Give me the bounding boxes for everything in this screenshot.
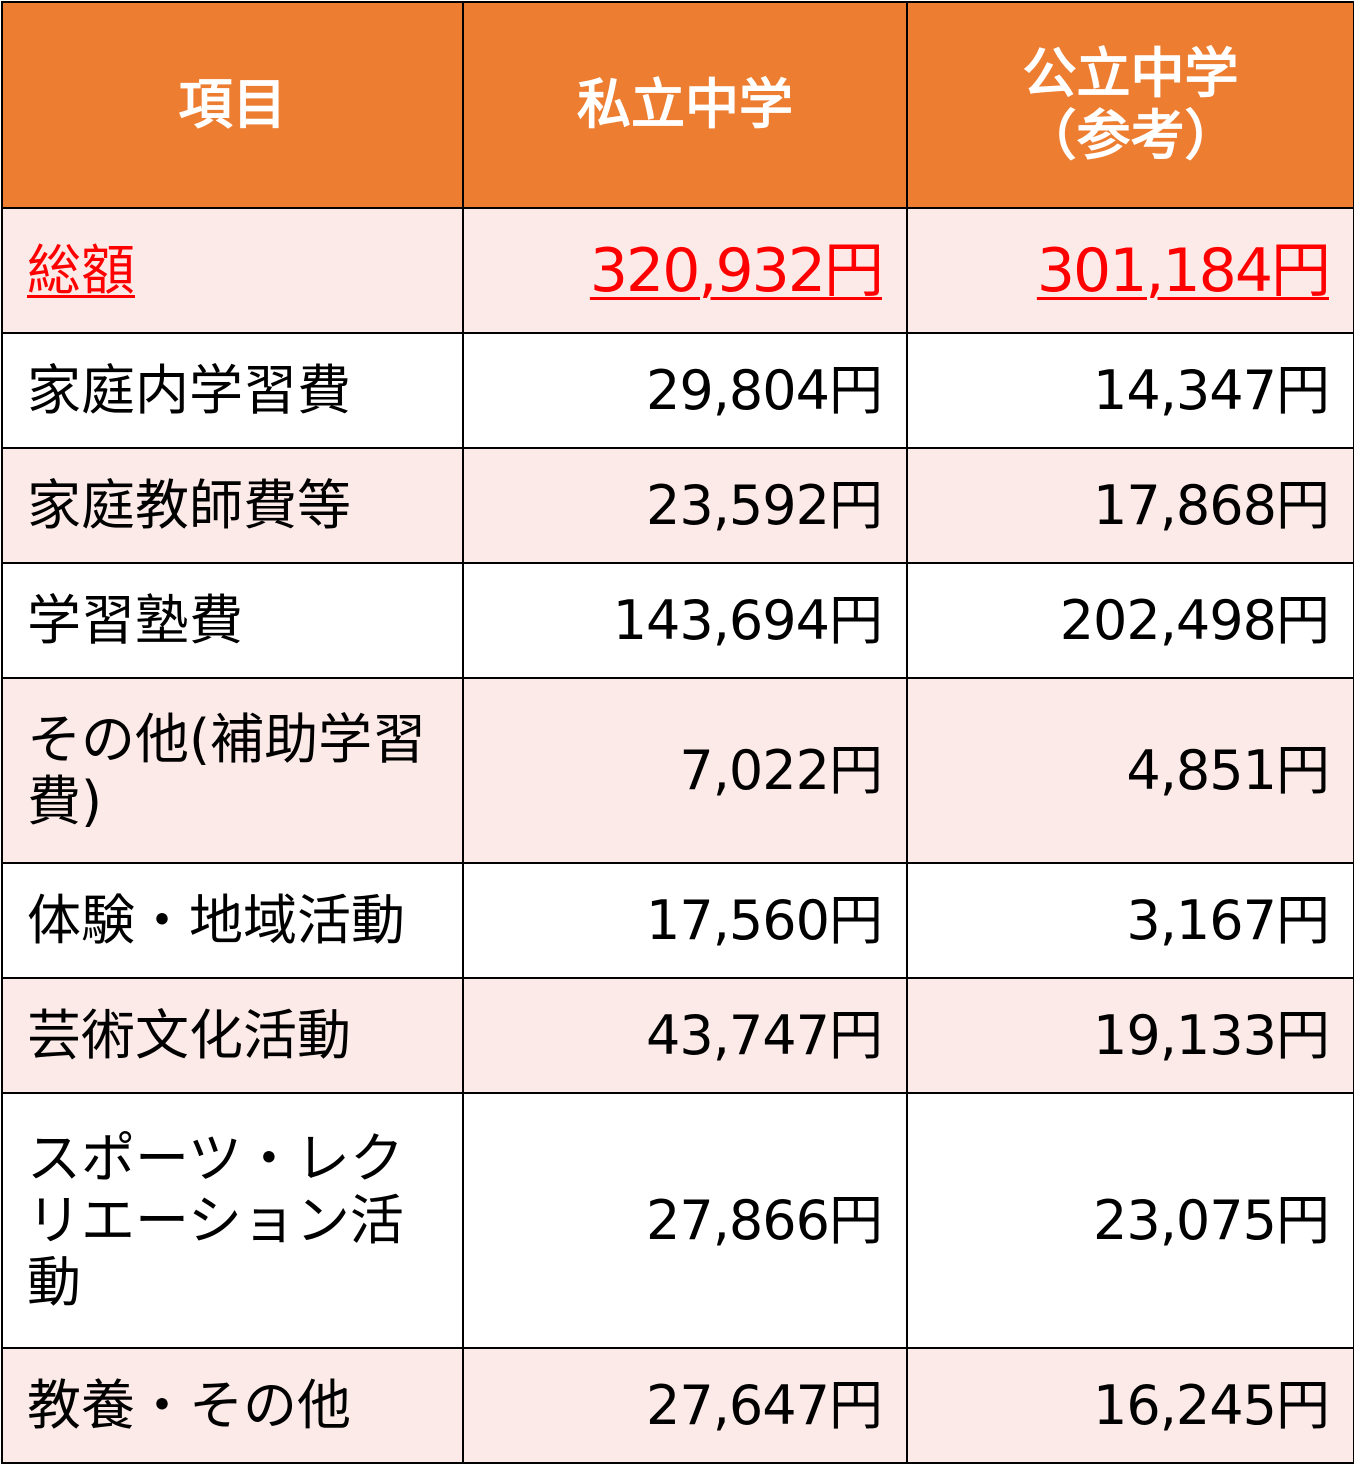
private-value: 27,866円 (462, 1092, 908, 1349)
row-label: 学習塾費 (1, 562, 464, 679)
table-row: 学習塾費 143,694円 202,498円 (1, 562, 1354, 679)
header-public-line2: （参考） (1022, 104, 1239, 167)
row-label: 体験・地域活動 (1, 862, 464, 979)
table-row: 教養・その他 27,647円 16,245円 (1, 1347, 1354, 1464)
public-value: 23,075円 (906, 1092, 1354, 1349)
private-value: 43,747円 (462, 977, 908, 1094)
row-label: 家庭教師費等 (1, 447, 464, 564)
header-item: 項目 (1, 1, 464, 209)
private-value: 143,694円 (462, 562, 908, 679)
row-label: 家庭内学習費 (1, 332, 464, 449)
public-value: 14,347円 (906, 332, 1354, 449)
header-row: 項目 私立中学 公立中学 （参考） (1, 1, 1354, 209)
private-value: 29,804円 (462, 332, 908, 449)
table-row: 体験・地域活動 17,560円 3,167円 (1, 862, 1354, 979)
public-value: 17,868円 (906, 447, 1354, 564)
row-label: その他(補助学習費) (1, 677, 464, 864)
private-value: 17,560円 (462, 862, 908, 979)
row-label: 芸術文化活動 (1, 977, 464, 1094)
header-public: 公立中学 （参考） (906, 1, 1354, 209)
header-public-line1: 公立中学 (1022, 42, 1239, 105)
table-row: スポーツ・レクリエーション活動 27,866円 23,075円 (1, 1092, 1354, 1349)
table-row: 家庭教師費等 23,592円 17,868円 (1, 447, 1354, 564)
table-row: その他(補助学習費) 7,022円 4,851円 (1, 677, 1354, 864)
public-value: 3,167円 (906, 862, 1354, 979)
public-value: 202,498円 (906, 562, 1354, 679)
private-value: 7,022円 (462, 677, 908, 864)
table-row: 家庭内学習費 29,804円 14,347円 (1, 332, 1354, 449)
private-value: 320,932円 (462, 207, 908, 334)
public-value: 4,851円 (906, 677, 1354, 864)
header-private: 私立中学 (462, 1, 908, 209)
private-value: 27,647円 (462, 1347, 908, 1464)
table-row: 芸術文化活動 43,747円 19,133円 (1, 977, 1354, 1094)
private-value: 23,592円 (462, 447, 908, 564)
row-label: 教養・その他 (1, 1347, 464, 1464)
public-value: 16,245円 (906, 1347, 1354, 1464)
table-row-total: 総額 320,932円 301,184円 (1, 207, 1354, 334)
row-label: スポーツ・レクリエーション活動 (1, 1092, 464, 1349)
public-value: 19,133円 (906, 977, 1354, 1094)
public-value: 301,184円 (906, 207, 1354, 334)
row-label: 総額 (1, 207, 464, 334)
